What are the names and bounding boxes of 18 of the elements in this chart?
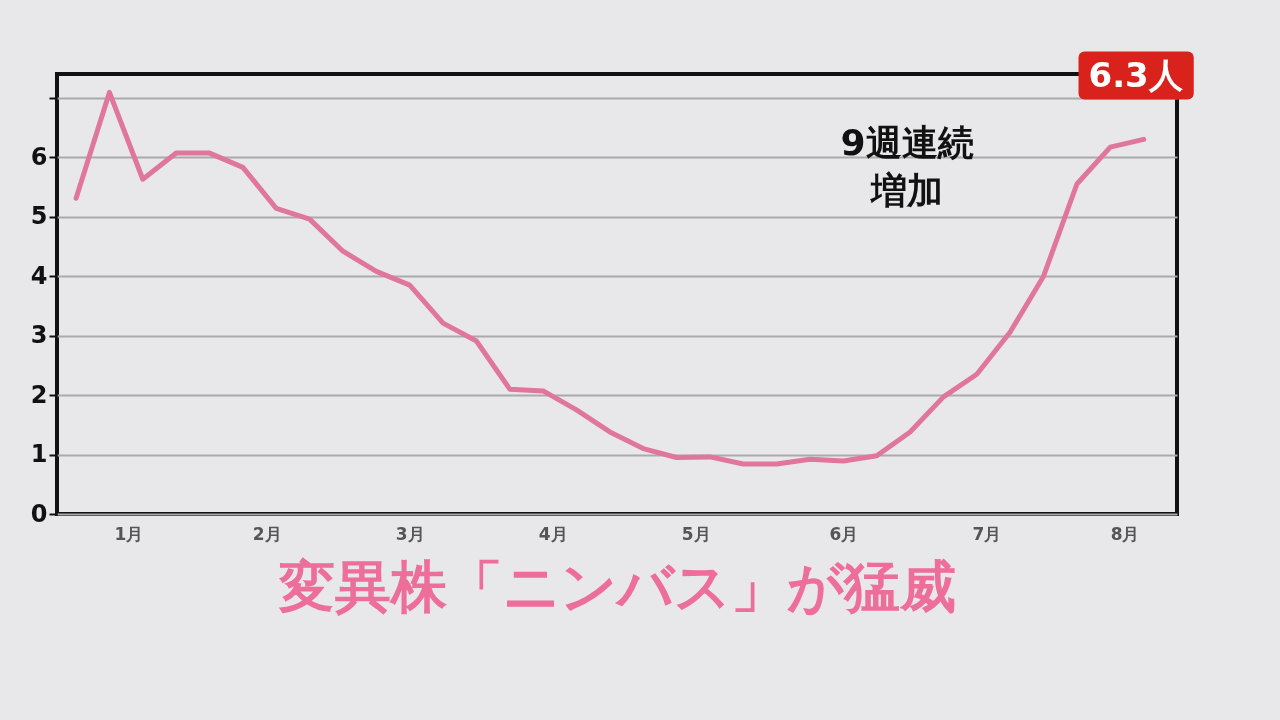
y-tick-label: 4 bbox=[30, 261, 48, 290]
x-tick-label: 6月 bbox=[829, 523, 859, 544]
y-tick-label: 5 bbox=[30, 202, 48, 231]
y-tick-label: 2 bbox=[30, 380, 48, 409]
y-tick-label: 1 bbox=[30, 440, 48, 469]
x-tick-label: 7月 bbox=[972, 523, 1002, 544]
x-tick-label: 4月 bbox=[538, 523, 568, 544]
text: 変異株「ニンバス」が猛威 bbox=[277, 554, 956, 619]
x-tick-label: 1月 bbox=[114, 523, 144, 544]
x-tick-label: 5月 bbox=[681, 523, 711, 544]
x-tick-label: 8月 bbox=[1110, 523, 1140, 544]
x-tick-label: 2月 bbox=[252, 523, 282, 544]
y-tick-label: 6 bbox=[30, 142, 48, 171]
annotation: 6.3人 bbox=[1088, 55, 1184, 96]
annotation: 9週連続増加 bbox=[840, 122, 974, 211]
y-tick-label: 3 bbox=[30, 321, 48, 350]
x-tick-label: 3月 bbox=[395, 523, 425, 544]
y-tick-label: 0 bbox=[30, 499, 48, 528]
